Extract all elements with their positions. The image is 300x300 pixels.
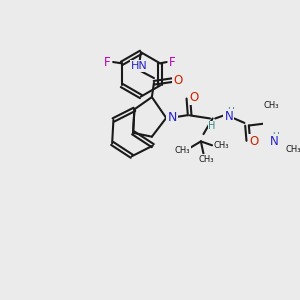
Text: CH₃: CH₃ <box>214 141 230 150</box>
Text: N: N <box>167 111 177 124</box>
Text: CH₃: CH₃ <box>174 146 190 155</box>
Text: F: F <box>169 56 175 68</box>
Text: H: H <box>272 133 279 142</box>
Text: CH₃: CH₃ <box>286 146 300 154</box>
Text: H: H <box>227 107 234 116</box>
Text: O: O <box>190 91 199 103</box>
Text: N: N <box>270 135 278 148</box>
Text: O: O <box>173 74 183 87</box>
Text: HN: HN <box>131 61 148 71</box>
Text: CH₃: CH₃ <box>199 155 214 164</box>
Text: F: F <box>104 56 111 68</box>
Text: H: H <box>208 121 216 131</box>
Text: O: O <box>249 135 259 148</box>
Text: CH₃: CH₃ <box>263 101 279 110</box>
Text: N: N <box>224 110 233 123</box>
